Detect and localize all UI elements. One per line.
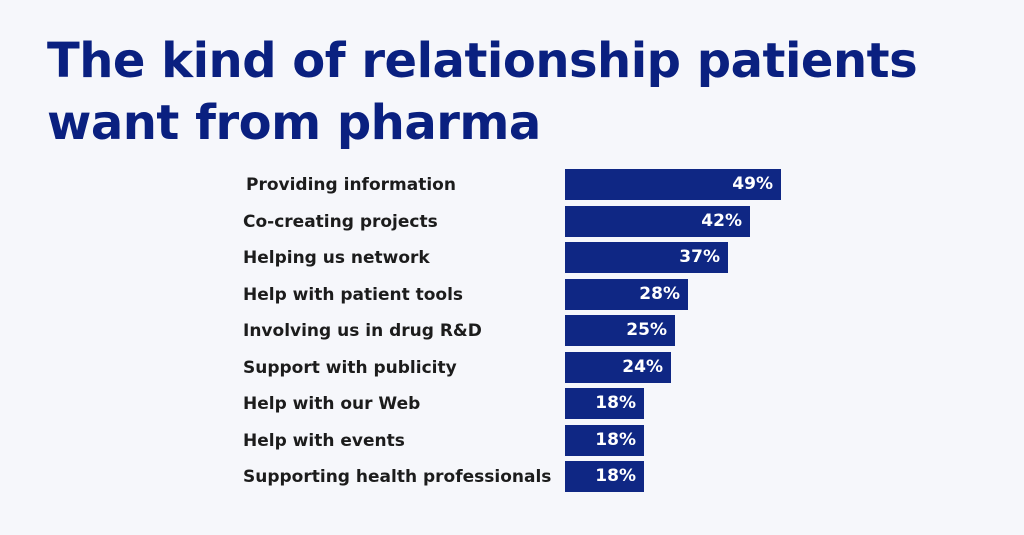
category-label: Helping us network bbox=[243, 247, 430, 268]
category-label: Support with publicity bbox=[243, 357, 457, 378]
bar: 37% bbox=[565, 242, 728, 273]
category-label: Supporting health professionals bbox=[243, 466, 552, 487]
bar: 25% bbox=[565, 315, 675, 346]
value-label: 49% bbox=[732, 174, 773, 194]
category-label: Help with events bbox=[243, 430, 405, 451]
value-label: 18% bbox=[595, 466, 636, 486]
value-label: 24% bbox=[622, 357, 663, 377]
chart-title: The kind of relationship patients want f… bbox=[47, 33, 918, 151]
bar: 24% bbox=[565, 352, 671, 383]
value-label: 37% bbox=[679, 247, 720, 267]
value-label: 28% bbox=[639, 284, 680, 304]
category-label: Help with patient tools bbox=[243, 284, 464, 305]
bar: 18% bbox=[565, 425, 644, 456]
category-label: Help with our Web bbox=[243, 393, 421, 414]
value-label: 18% bbox=[595, 393, 636, 413]
category-label: Providing information bbox=[246, 174, 456, 195]
bar: 49% bbox=[565, 169, 781, 200]
value-label: 18% bbox=[595, 430, 636, 450]
value-label: 25% bbox=[626, 320, 667, 340]
category-label: Co-creating projects bbox=[243, 211, 438, 232]
bar: 18% bbox=[565, 461, 644, 492]
category-label: Involving us in drug R&D bbox=[243, 320, 482, 341]
bar: 18% bbox=[565, 388, 644, 419]
value-label: 42% bbox=[701, 211, 742, 231]
bar: 28% bbox=[565, 279, 688, 310]
bar: 42% bbox=[565, 206, 750, 237]
